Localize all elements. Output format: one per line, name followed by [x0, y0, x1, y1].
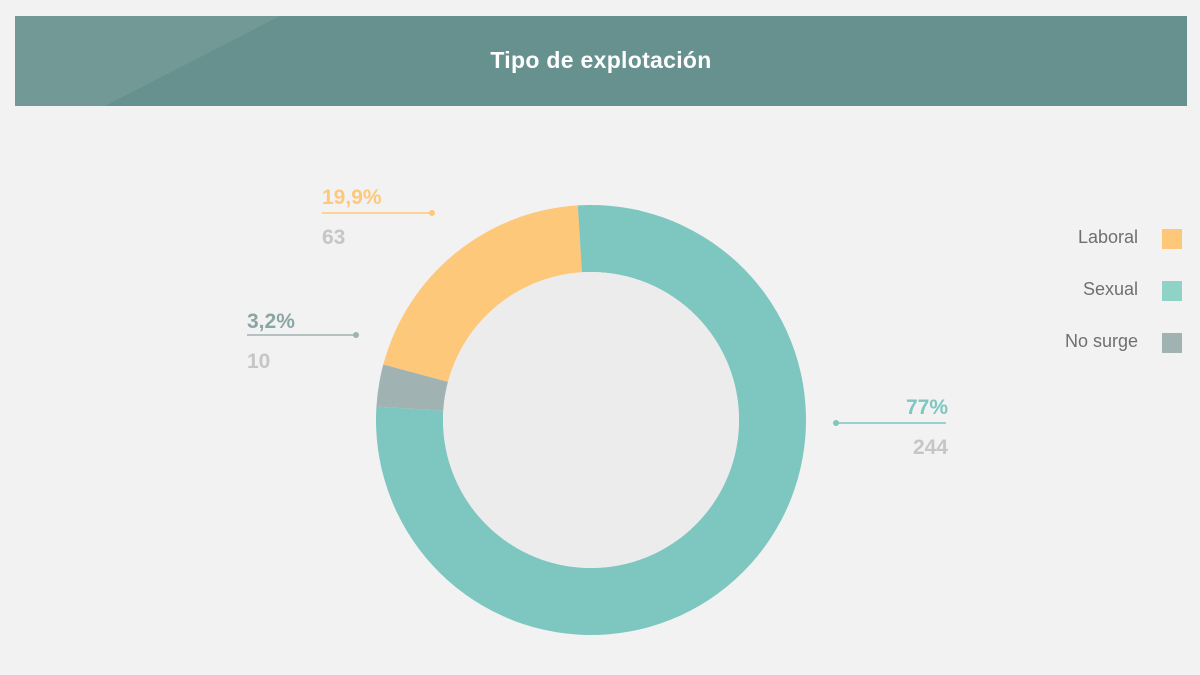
leader-line-laboral-dot: [429, 210, 435, 216]
callout-laboral: 19,9% 63: [322, 186, 382, 250]
legend-label: Sexual: [1082, 279, 1138, 299]
page-title: Tipo de explotación: [490, 47, 712, 73]
chart-header: Tipo de explotación: [15, 16, 1187, 106]
leader-line-no-surge-dot: [353, 332, 359, 338]
legend-item-no-surge: No surge: [982, 330, 1182, 382]
data-label-count-laboral: 63: [322, 226, 346, 249]
data-label-percent-no-surge: 3,2%: [247, 310, 295, 333]
legend-swatch: [1162, 229, 1182, 249]
data-label-count-sexual: 244: [912, 436, 948, 459]
data-label-percent-sexual: 77%: [905, 396, 948, 419]
data-label-percent-laboral: 19,9%: [322, 186, 382, 209]
slice-no-surge: [376, 364, 449, 411]
legend-swatch: [1162, 333, 1182, 353]
data-label-count-no-surge: 10: [247, 350, 271, 373]
slice-sexual: [376, 205, 806, 636]
legend-item-sexual: Sexual: [982, 278, 1182, 330]
donut-slices: [376, 205, 806, 636]
callout-no-surge: 3,2% 10: [247, 310, 295, 374]
legend-item-laboral: Laboral: [982, 226, 1182, 278]
leader-line-sexual-dot: [833, 420, 839, 426]
leader-lines: [247, 210, 946, 426]
callout-sexual: 77% 244: [848, 396, 948, 460]
chart-legend: Laboral Sexual No surge: [982, 226, 1182, 382]
donut-hole: [443, 272, 739, 568]
legend-label: Laboral: [1077, 227, 1138, 247]
legend-swatch: [1162, 281, 1182, 301]
legend-label: No surge: [1064, 331, 1138, 351]
slice-laboral: [383, 205, 582, 382]
header-decoration: [15, 16, 280, 106]
